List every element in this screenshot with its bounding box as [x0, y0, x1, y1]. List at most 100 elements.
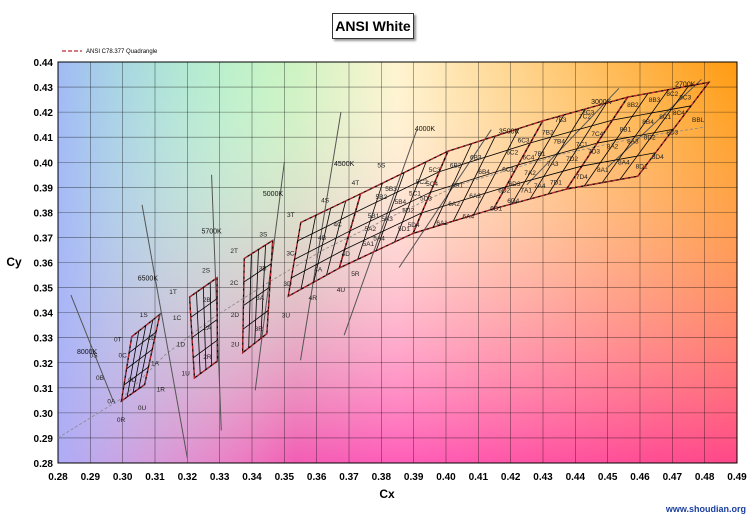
bin-label: 5A1 [363, 241, 375, 248]
bin-label: 7A1 [520, 187, 532, 194]
x-tick-label: 0.46 [630, 472, 650, 483]
bin-label: 2A [203, 325, 212, 332]
quadrangle-divider [473, 128, 520, 216]
bin-label: 8A2 [607, 143, 619, 150]
bin-label: 1D [177, 342, 186, 349]
y-tick-label: 0.37 [34, 233, 54, 244]
y-tick-label: 0.29 [34, 434, 54, 445]
y-tick-label: 0.33 [34, 334, 54, 345]
quadrangle-dashed [189, 276, 218, 380]
x-tick-label: 0.30 [113, 472, 133, 483]
quadrangle-divider [349, 191, 431, 232]
bin-label: 8D3 [666, 130, 678, 137]
bin-label: 8C3 [679, 95, 691, 102]
quadrangle-divider [517, 142, 598, 166]
quadrangle-divider [192, 339, 218, 359]
bin-label: 7D4 [576, 174, 588, 181]
x-tick-label: 0.42 [501, 472, 521, 483]
bin-label: 5B4 [395, 199, 407, 206]
bin-label: 5B2 [376, 194, 388, 201]
bin-label: 7D1 [550, 179, 562, 186]
bin-label: 8B1 [620, 127, 632, 134]
bin-label: 1A [151, 360, 160, 367]
bin-label: 5B1 [368, 213, 380, 220]
isotherm-line [70, 294, 114, 401]
x-tick-label: 0.49 [727, 472, 747, 483]
x-tick-label: 0.35 [275, 472, 295, 483]
isotherm-line [300, 112, 342, 361]
bin-label: 5B3 [385, 186, 397, 193]
x-tick-label: 0.34 [242, 472, 262, 483]
bin-label: 3T [287, 212, 295, 219]
bin-label: 0T [114, 336, 122, 343]
bin-label: 2D [231, 312, 240, 319]
y-tick-label: 0.38 [34, 208, 54, 219]
x-tick-label: 0.33 [210, 472, 230, 483]
bin-label: 4S [321, 197, 330, 204]
bin-label: 7C2 [579, 113, 591, 120]
bin-label: 2R [203, 354, 212, 361]
bin-label: 7D2 [566, 156, 578, 163]
bin-label: 6D3 [509, 181, 521, 188]
bin-label: 8C1 [659, 114, 671, 121]
cct-label: 5000K [263, 191, 284, 198]
y-tick-label: 0.39 [34, 183, 54, 194]
bin-label: 5C4 [426, 181, 438, 188]
bin-label: 0C [119, 353, 128, 360]
bin-label: 7A2 [524, 170, 536, 177]
x-tick-label: 0.36 [307, 472, 327, 483]
quadrangle-divider [430, 164, 519, 193]
bin-label: 7C3 [582, 110, 594, 117]
quadrangle-divider [294, 230, 351, 260]
bin-label: 8A4 [618, 159, 630, 166]
bbl-curve [57, 126, 705, 439]
y-tick-label: 0.42 [34, 108, 54, 119]
bin-label: 5D4 [408, 222, 420, 229]
quadrangle-divider [243, 286, 271, 306]
bin-label: 1B [147, 335, 155, 342]
bin-label: 7A4 [534, 183, 546, 190]
bin-label: 3C [286, 250, 295, 257]
quadrangle-dashed [242, 239, 274, 354]
bin-label: 4D [342, 251, 351, 258]
bin-label: 6B4 [478, 169, 490, 176]
quadrangle-divider [326, 200, 347, 276]
bin-label: 6B3 [470, 155, 482, 162]
bin-label: 4R [309, 295, 318, 302]
y-tick-label: 0.32 [34, 359, 54, 370]
isotherm-line [141, 204, 188, 459]
cct-labels: 8000K 6500K 5700K 5000K 4500K 4000K 3500K 3000K… [77, 81, 696, 356]
tick-labels: 0.28 0.29 0.30 0.31 0.32 0.33 0.34 0.35 0.36 0.37… [34, 58, 748, 483]
quadrangle-divider [138, 319, 154, 389]
bin-label: 5A2 [365, 226, 377, 233]
bin-label: 8D4 [652, 154, 664, 161]
bin-label: 5C3 [429, 167, 441, 174]
y-axis-label: Cy [6, 255, 22, 269]
cct-label: 2700K [675, 81, 696, 88]
bin-label: 3A [256, 295, 265, 302]
bin-label: 7B2 [542, 130, 554, 137]
bin-label: 1R [157, 386, 166, 393]
ansi-quadrangles [120, 81, 711, 403]
x-tick-label: 0.37 [339, 472, 359, 483]
bin-label: 2B [203, 297, 211, 304]
bin-label: 8D2 [644, 135, 656, 142]
bin-label: 4A [314, 266, 323, 273]
bin-label: 4T [352, 180, 360, 187]
bin-label: 3D [283, 281, 292, 288]
legend-entry: ANSI C78.377 Quadrangle [86, 49, 158, 55]
bin-label: 6C3 [518, 138, 530, 145]
quadrangle-divider [209, 282, 213, 366]
y-tick-label: 0.30 [34, 409, 54, 420]
y-tick-label: 0.35 [34, 284, 54, 295]
bin-label: 5C1 [409, 191, 421, 198]
cct-label: 4500K [334, 161, 355, 168]
quadrangle-divider [242, 310, 269, 330]
bin-label: 8D1 [636, 164, 648, 171]
bin-label: 1C [173, 315, 182, 322]
quadrangle-divider [505, 165, 582, 188]
bin-label: 2C [230, 280, 239, 287]
x-tick-label: 0.47 [663, 472, 683, 483]
bin-label: 6D4 [507, 198, 519, 205]
